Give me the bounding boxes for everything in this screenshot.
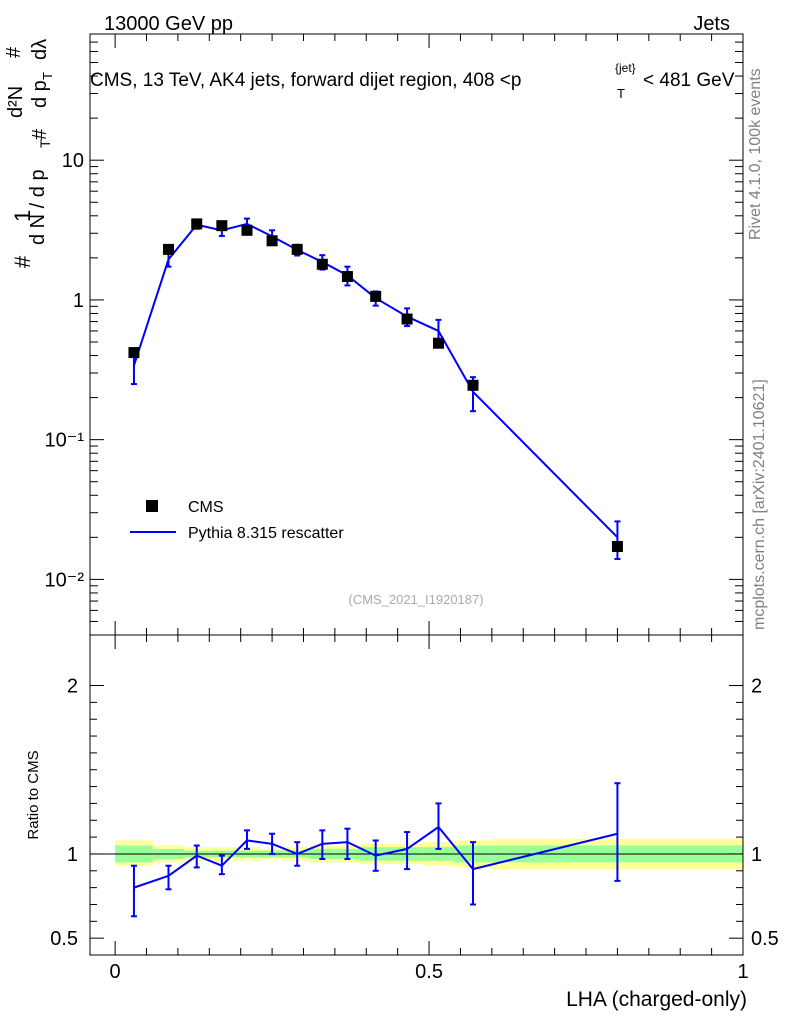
mc-line <box>133 222 619 539</box>
cms-data-point <box>316 258 328 270</box>
ratio-y-tick-label-right: 1 <box>751 844 762 866</box>
x-tick-label: 0.5 <box>415 961 443 983</box>
ratio-y-tick-label: 2 <box>67 676 78 698</box>
cms-data-point <box>241 224 253 236</box>
svg-text:T: T <box>37 139 53 148</box>
ylabel-frac-den: d p <box>29 80 51 108</box>
ratio-y-tick-label: 0.5 <box>50 928 78 950</box>
ratio-mc-line <box>133 825 618 889</box>
ratio-y-axis-label: Ratio to CMS <box>25 750 42 839</box>
cms-data-point <box>432 337 444 349</box>
legend-mc-label: Pythia 8.315 rescatter <box>188 525 344 542</box>
cms-data-point <box>370 290 382 302</box>
svg-text:#: # <box>10 255 35 268</box>
ylabel-t: T <box>37 139 53 148</box>
y-tick-label: 10⁻¹ <box>45 430 85 452</box>
x-tick-label: 0 <box>110 961 121 983</box>
ratio-axis-ticks <box>90 635 744 955</box>
cms-data-point <box>162 243 174 255</box>
x-tick-labels: 0 0.5 1 <box>110 961 749 983</box>
ratio-y-tick-label: 1 <box>67 844 78 866</box>
cms-data-point <box>467 379 479 391</box>
plot-title: CMS, 13 TeV, AK4 jets, forward dijet reg… <box>90 61 735 101</box>
ratio-y-tick-label-right: 2 <box>751 676 762 698</box>
ylabel-frac-d2n: d²N <box>5 86 27 118</box>
ylabel-one: 1 <box>10 210 35 222</box>
ylabel-hash: # <box>10 255 35 268</box>
mcplots-source-label: mcplots.cern.ch [arXiv:2401.10621] <box>751 379 768 630</box>
svg-text:#: # <box>3 46 25 58</box>
svg-text:#: # <box>29 128 51 140</box>
title-sub: T <box>617 86 625 101</box>
ylabel-frac-hash2: # <box>29 128 51 140</box>
header-energy-label: 13000 GeV pp <box>104 13 233 35</box>
ylabel-frac-hash: # <box>3 46 25 58</box>
title-tail: < 481 GeV <box>643 70 735 91</box>
svg-text:d p: d p <box>29 80 51 108</box>
y-tick-label: 10⁻² <box>45 569 85 591</box>
main-y-tick-labels: 10⁻² 10⁻¹ 1 10 <box>45 150 85 591</box>
cms-data-point <box>341 271 353 283</box>
x-axis-label: LHA (charged-only) <box>566 988 747 1011</box>
svg-text:d N / d p: d N / d p <box>27 169 49 245</box>
main-axis-ticks <box>90 33 744 636</box>
svg-text:dλ: dλ <box>29 39 51 60</box>
legend-cms-label: CMS <box>188 499 224 516</box>
ratio-y-tick-labels: 0.5 0.5 1 1 2 2 <box>50 676 779 951</box>
cms-data-series <box>128 218 623 552</box>
main-panel-frame <box>89 33 744 636</box>
cms-data-point <box>191 218 203 230</box>
svg-text:T: T <box>40 72 55 80</box>
cms-data-point <box>128 347 140 359</box>
ratio-panel-frame <box>89 634 744 956</box>
header-process-label: Jets <box>693 13 730 35</box>
ylabel-frac-den-t: T <box>40 72 55 80</box>
y-tick-label: 1 <box>73 290 84 312</box>
main-y-axis-label: # 1 d N / d p T # d²N # d p T dλ <box>3 39 55 268</box>
legend: CMS Pythia 8.315 rescatter <box>130 499 344 542</box>
rivet-version-label: Rivet 4.1.0, 100k events <box>747 68 764 240</box>
cms-data-point <box>291 243 303 255</box>
analysis-id-watermark: (CMS_2021_I1920187) <box>348 592 483 607</box>
cms-data-point <box>401 313 413 325</box>
cms-data-point <box>266 235 278 247</box>
ratio-mc-series <box>130 782 621 918</box>
x-tick-label: 1 <box>737 961 748 983</box>
ylabel-frac-dl: dλ <box>29 39 51 60</box>
title-sup: {jet} <box>615 61 636 75</box>
cms-data-point <box>216 220 228 232</box>
ylabel-dn: d N / d p <box>27 169 49 245</box>
svg-text:1: 1 <box>10 210 35 222</box>
ratio-y-tick-label-right: 0.5 <box>751 928 779 950</box>
svg-text:d²N: d²N <box>5 86 27 118</box>
legend-cms-marker <box>146 500 158 512</box>
cms-data-point <box>611 540 623 552</box>
title-main: CMS, 13 TeV, AK4 jets, forward dijet reg… <box>90 70 521 91</box>
y-tick-label: 10 <box>62 150 84 172</box>
